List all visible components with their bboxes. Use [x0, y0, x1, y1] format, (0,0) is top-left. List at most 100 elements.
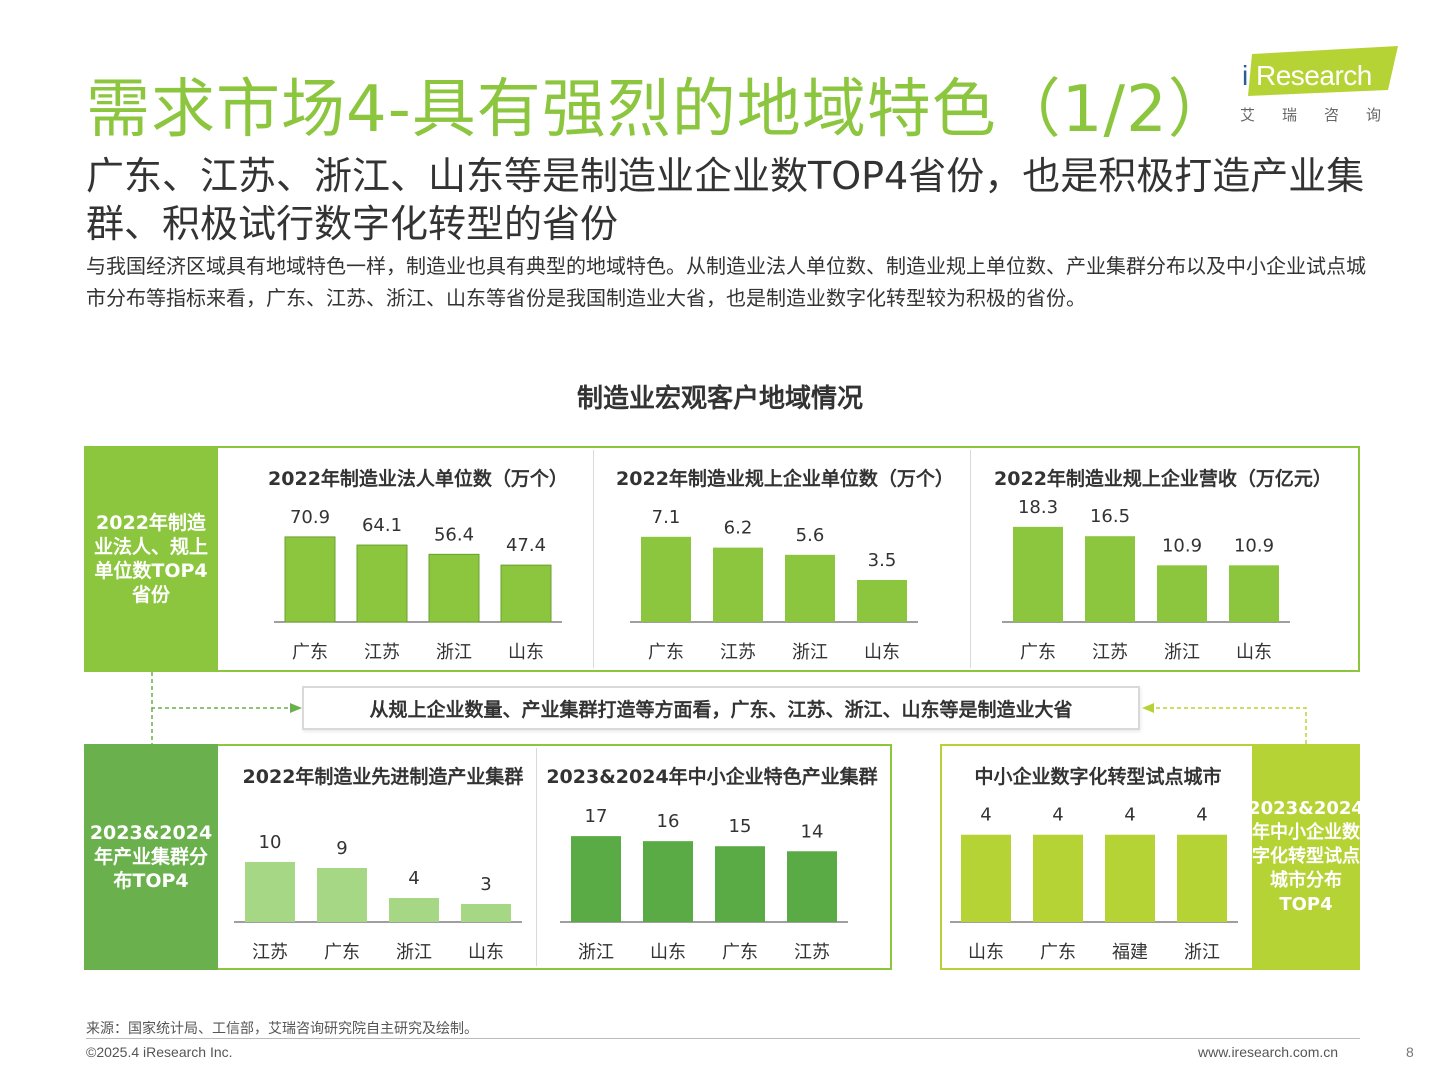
- bar-value-label: 7.1: [652, 507, 681, 528]
- bar-value-label: 18.3: [1018, 497, 1058, 518]
- chart2-title: 2022年制造业规上企业单位数（万个）: [616, 468, 954, 490]
- chart4-svg: 10 江苏 9 广东 4 浙江 3 山东: [234, 832, 522, 963]
- bar-value-label: 16.5: [1090, 506, 1130, 527]
- bar-value-label: 5.6: [796, 525, 825, 546]
- bar-浙江: [428, 553, 480, 623]
- category-label: 浙江: [396, 942, 432, 963]
- chart3-title: 2022年制造业规上企业营收（万亿元）: [994, 468, 1332, 490]
- category-label: 广东: [648, 642, 684, 663]
- bar-value-label: 15: [729, 816, 752, 837]
- bar-江苏: [1085, 536, 1135, 622]
- bar-山东: [461, 904, 511, 922]
- logo-i-letter: i: [1242, 60, 1249, 91]
- category-label: 江苏: [364, 642, 400, 663]
- bar-value-label: 6.2: [724, 518, 753, 539]
- bar-value-label: 3.5: [868, 550, 897, 571]
- category-label: 广东: [722, 942, 758, 963]
- bar-value-label: 3: [480, 874, 491, 895]
- category-label: 山东: [508, 642, 544, 663]
- bar-value-label: 64.1: [362, 515, 402, 536]
- bar-广东: [715, 846, 765, 922]
- bar-value-label: 47.4: [506, 535, 546, 556]
- bar-广东: [284, 536, 336, 623]
- bar-value-label: 4: [980, 805, 991, 826]
- bar-山东: [1229, 565, 1279, 622]
- category-label: 浙江: [1184, 942, 1220, 963]
- category-label: 广东: [292, 642, 328, 663]
- bar-广东: [1033, 834, 1083, 922]
- category-label: 山东: [650, 942, 686, 963]
- bar-山东: [857, 580, 907, 622]
- chart5-title: 2023&2024年中小企业特色产业集群: [546, 766, 878, 788]
- category-label: 江苏: [1092, 642, 1128, 663]
- section-title: 制造业宏观客户地域情况: [576, 384, 863, 414]
- chart1-svg: 70.9 广东 64.1 江苏 56.4 浙江 47.4 山东: [274, 507, 562, 663]
- category-label: 浙江: [436, 642, 472, 663]
- conclusion-callout: 从规上企业数量、产业集群打造等方面看，广东、江苏、浙江、山东等是制造业大省: [302, 686, 1140, 730]
- logo-wordmark: Research: [1256, 60, 1372, 91]
- bar-山东: [643, 841, 693, 922]
- logo-badge-shape: [1248, 46, 1398, 96]
- bottom-divider: [536, 748, 537, 966]
- bar-江苏: [356, 544, 408, 623]
- bar-value-label: 10.9: [1162, 535, 1202, 556]
- bar-浙江: [571, 836, 621, 922]
- bar-江苏: [787, 851, 837, 922]
- footer-source: 来源：国家统计局、工信部，艾瑞咨询研究院自主研究及绘制。: [86, 1021, 478, 1037]
- category-label: 江苏: [794, 942, 830, 963]
- category-label: 江苏: [720, 642, 756, 663]
- chart6-title: 中小企业数字化转型试点城市: [974, 766, 1222, 788]
- page-number: 8: [1406, 1044, 1414, 1060]
- bar-value-label: 14: [801, 821, 824, 842]
- bar-江苏: [245, 862, 295, 922]
- bar-value-label: 9: [336, 838, 347, 859]
- bar-福建: [1105, 834, 1155, 922]
- bar-浙江: [785, 554, 835, 622]
- bar-value-label: 10: [259, 832, 282, 853]
- chart6-svg: 4 山东 4 广东 4 福建 4 浙江: [950, 805, 1238, 963]
- chart4-title: 2022年制造业先进制造产业集群: [242, 766, 524, 788]
- bottom-right-label: 2023&2024年中小企业数字化转型试点城市分布TOP4: [1248, 744, 1364, 970]
- chart5-svg: 17 浙江 16 山东 15 广东 14 江苏: [560, 806, 848, 963]
- page-title: 需求市场4-具有强烈的地域特色（1/2）: [86, 73, 1233, 147]
- bar-广东: [317, 868, 367, 922]
- chart3-svg: 18.3 广东 16.5 江苏 10.9 浙江 10.9 山东: [1002, 497, 1290, 663]
- category-label: 山东: [468, 942, 504, 963]
- category-label: 广东: [1020, 642, 1056, 663]
- bar-value-label: 4: [408, 868, 419, 889]
- bar-山东: [961, 834, 1011, 922]
- bar-value-label: 4: [1196, 805, 1207, 826]
- chart2-svg: 7.1 广东 6.2 江苏 5.6 浙江 3.5 山东: [630, 507, 918, 663]
- logo-chinese-name: 艾瑞咨询: [1240, 106, 1409, 124]
- bar-山东: [500, 564, 552, 623]
- bar-浙江: [389, 898, 439, 922]
- bar-value-label: 56.4: [434, 524, 474, 545]
- top-left-label: 2022年制造业法人、规上单位数TOP4省份: [84, 446, 218, 672]
- bar-value-label: 4: [1124, 805, 1135, 826]
- category-label: 江苏: [252, 942, 288, 963]
- bar-浙江: [1177, 834, 1227, 922]
- chart1-title: 2022年制造业法人单位数（万个）: [268, 468, 568, 490]
- bar-江苏: [713, 547, 763, 622]
- footer-copyright: ©2025.4 iResearch Inc.: [86, 1044, 233, 1060]
- bar-浙江: [1157, 565, 1207, 622]
- category-label: 浙江: [792, 642, 828, 663]
- top-divider-1: [593, 450, 594, 668]
- connector-arrows: [151, 672, 1307, 744]
- iresearch-logo: i Research 艾瑞咨询: [1238, 46, 1400, 126]
- bar-value-label: 70.9: [290, 507, 330, 528]
- category-label: 广东: [1040, 942, 1076, 963]
- bottom-left-label: 2023&2024年产业集群分布TOP4: [84, 744, 218, 970]
- category-label: 浙江: [578, 942, 614, 963]
- bar-value-label: 16: [657, 811, 680, 832]
- bar-广东: [1013, 526, 1063, 622]
- top-divider-2: [970, 450, 971, 668]
- page-description: 与我国经济区域具有地域特色一样，制造业也具有典型的地域特色。从制造业法人单位数、…: [86, 254, 1366, 310]
- category-label: 浙江: [1164, 642, 1200, 663]
- bar-value-label: 10.9: [1234, 535, 1274, 556]
- footer-url[interactable]: www.iresearch.com.cn: [1198, 1044, 1339, 1060]
- page-subtitle: 广东、江苏、浙江、山东等是制造业企业数TOP4省份，也是积极打造产业集群、积极试…: [86, 154, 1365, 246]
- category-label: 福建: [1112, 942, 1148, 963]
- category-label: 山东: [1236, 642, 1272, 663]
- category-label: 山东: [864, 642, 900, 663]
